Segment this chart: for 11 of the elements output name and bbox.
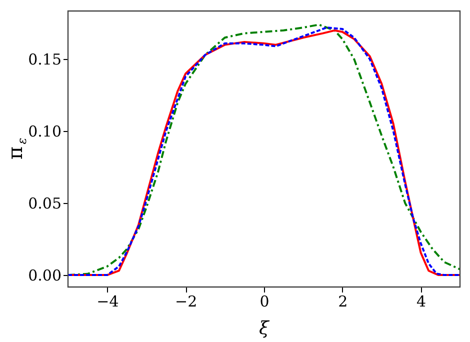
x-tick-label: 4 (416, 292, 426, 310)
y-tick-label: 0.00 (28, 266, 62, 285)
x-axis-title: ξ (259, 318, 270, 339)
x-tick-label: 2 (338, 292, 348, 310)
y-tick-label: 0.15 (28, 50, 62, 69)
y-tick-label: 0.05 (28, 194, 62, 213)
y-axis-title: πε (3, 138, 29, 160)
x-tick-label: −2 (175, 292, 198, 310)
x-tick-label: −4 (96, 292, 119, 310)
x-tick-label: 0 (260, 292, 270, 310)
y-tick-label: 0.10 (28, 122, 62, 141)
